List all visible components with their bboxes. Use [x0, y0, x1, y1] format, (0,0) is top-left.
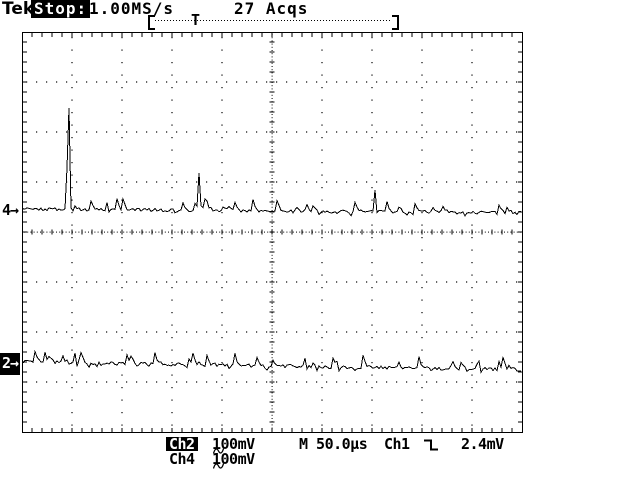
ac-coupling-icon: [213, 448, 224, 454]
graticule-waveform-display: [22, 32, 523, 433]
acquisition-state-badge: Stop:: [31, 0, 91, 18]
ch4-ground-marker: 4→: [2, 201, 19, 219]
record-start-bracket-icon: [148, 15, 155, 30]
trace-ch2: [22, 349, 522, 374]
timebase-readout: M 50.0µs: [299, 435, 368, 453]
ch4-label: Ch4: [169, 450, 195, 468]
ch4-scale-readout: 100mV: [212, 450, 255, 469]
trigger-source-readout: Ch1: [384, 435, 410, 453]
falling-edge-trigger-icon: [424, 439, 438, 451]
trigger-position-marker: T: [191, 11, 201, 29]
record-end-bracket-icon: [392, 15, 399, 30]
acquisition-count-readout: 27 Acqs: [234, 0, 309, 18]
sample-rate-readout: 1.00MS/s: [89, 0, 175, 18]
ch2-scale-readout: 100mV: [212, 435, 255, 454]
ac-coupling-icon: [213, 463, 224, 469]
record-bar-line: [155, 20, 392, 21]
ch2-ground-marker: 2→: [0, 353, 21, 375]
ch2-label-badge: Ch2: [166, 437, 198, 452]
trace-ch4: [22, 107, 522, 217]
trigger-level-readout: 2.4mV: [461, 435, 504, 453]
tek-logo: Tek: [2, 0, 35, 19]
